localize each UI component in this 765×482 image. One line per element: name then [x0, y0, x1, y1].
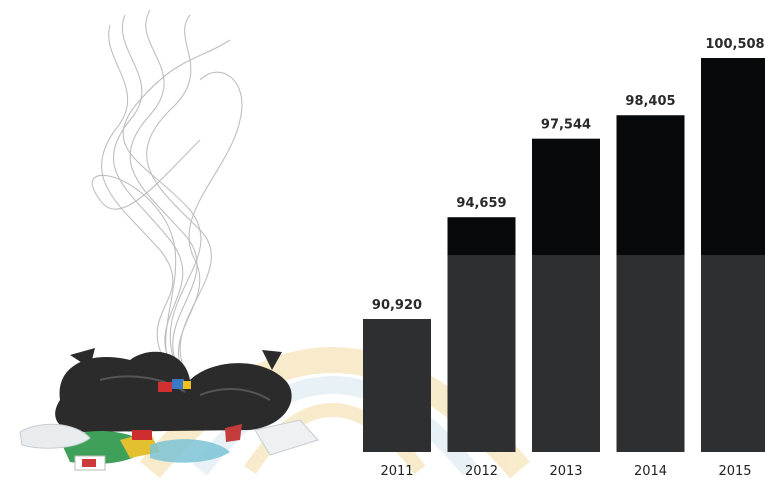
bar-value-label: 98,405 — [625, 94, 675, 109]
bar-2012 — [447, 255, 516, 452]
x-tick-label: 2012 — [465, 464, 498, 479]
bar-top-2014 — [616, 115, 685, 255]
x-tick-label: 2013 — [549, 464, 582, 479]
bar-value-label: 97,544 — [541, 118, 591, 133]
bar-value-label: 94,659 — [456, 196, 506, 211]
x-tick-label: 2015 — [718, 464, 751, 479]
garbage-pile-smoke-icon — [19, 9, 319, 471]
bar-2014 — [616, 255, 685, 452]
bar-2013 — [532, 255, 600, 452]
bar-2015 — [701, 255, 765, 452]
x-tick-label: 2011 — [380, 464, 413, 479]
bar-top-2013 — [532, 138, 600, 255]
bar-top-2012 — [447, 217, 516, 255]
bar-top-2015 — [701, 58, 765, 255]
bar-value-label: 90,920 — [372, 298, 422, 313]
bar-value-label: 100,508 — [705, 37, 764, 52]
bar-2011 — [363, 319, 431, 452]
x-axis-ticks: 2011 2012 2013 2014 2015 — [380, 464, 751, 479]
bar-value-labels: 90,920 94,659 97,544 98,405 100,508 — [372, 37, 765, 313]
x-tick-label: 2014 — [634, 464, 667, 479]
bar-group — [363, 58, 765, 452]
